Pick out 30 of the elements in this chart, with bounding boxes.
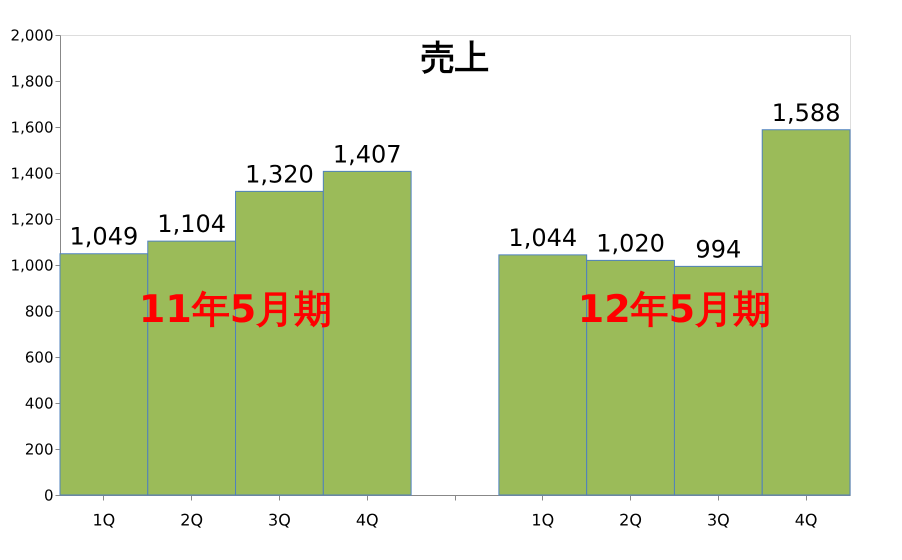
- x-tick-label: 4Q: [356, 510, 379, 530]
- y-tick-label: 600: [24, 348, 54, 366]
- y-tick-label: 1,800: [10, 72, 54, 90]
- y-tick-label: 1,200: [10, 210, 54, 228]
- annotation: 11年5月期: [138, 287, 332, 331]
- data-label: 1,049: [70, 222, 138, 251]
- x-tick-label: 3Q: [268, 510, 291, 530]
- data-label: 1,020: [596, 229, 665, 258]
- y-tick-label: 1,400: [10, 164, 54, 182]
- x-tick-label: 1Q: [531, 510, 554, 530]
- data-label: 994: [695, 235, 742, 264]
- x-tick-label: 2Q: [180, 510, 204, 530]
- annotation: 12年5月期: [578, 287, 772, 331]
- x-tick-label: 4Q: [794, 510, 818, 530]
- y-tick-label: 2,000: [10, 26, 54, 44]
- y-tick-label: 1,000: [10, 256, 54, 274]
- data-label: 1,588: [772, 98, 840, 127]
- x-tick-label: 2Q: [619, 510, 642, 530]
- y-tick-label: 0: [44, 486, 54, 504]
- x-tick-label: 1Q: [92, 510, 116, 530]
- chart-title: 売上: [421, 38, 489, 78]
- data-label: 1,407: [332, 140, 402, 168]
- y-tick-label: 1,600: [10, 118, 54, 136]
- data-label: 1,044: [508, 224, 578, 252]
- y-tick-label: 200: [24, 440, 54, 458]
- data-label: 1,104: [157, 210, 226, 238]
- y-tick-label: 800: [24, 302, 54, 320]
- x-tick-label: 3Q: [706, 510, 730, 530]
- y-tick-label: 400: [24, 394, 54, 412]
- data-label: 1,320: [245, 160, 314, 188]
